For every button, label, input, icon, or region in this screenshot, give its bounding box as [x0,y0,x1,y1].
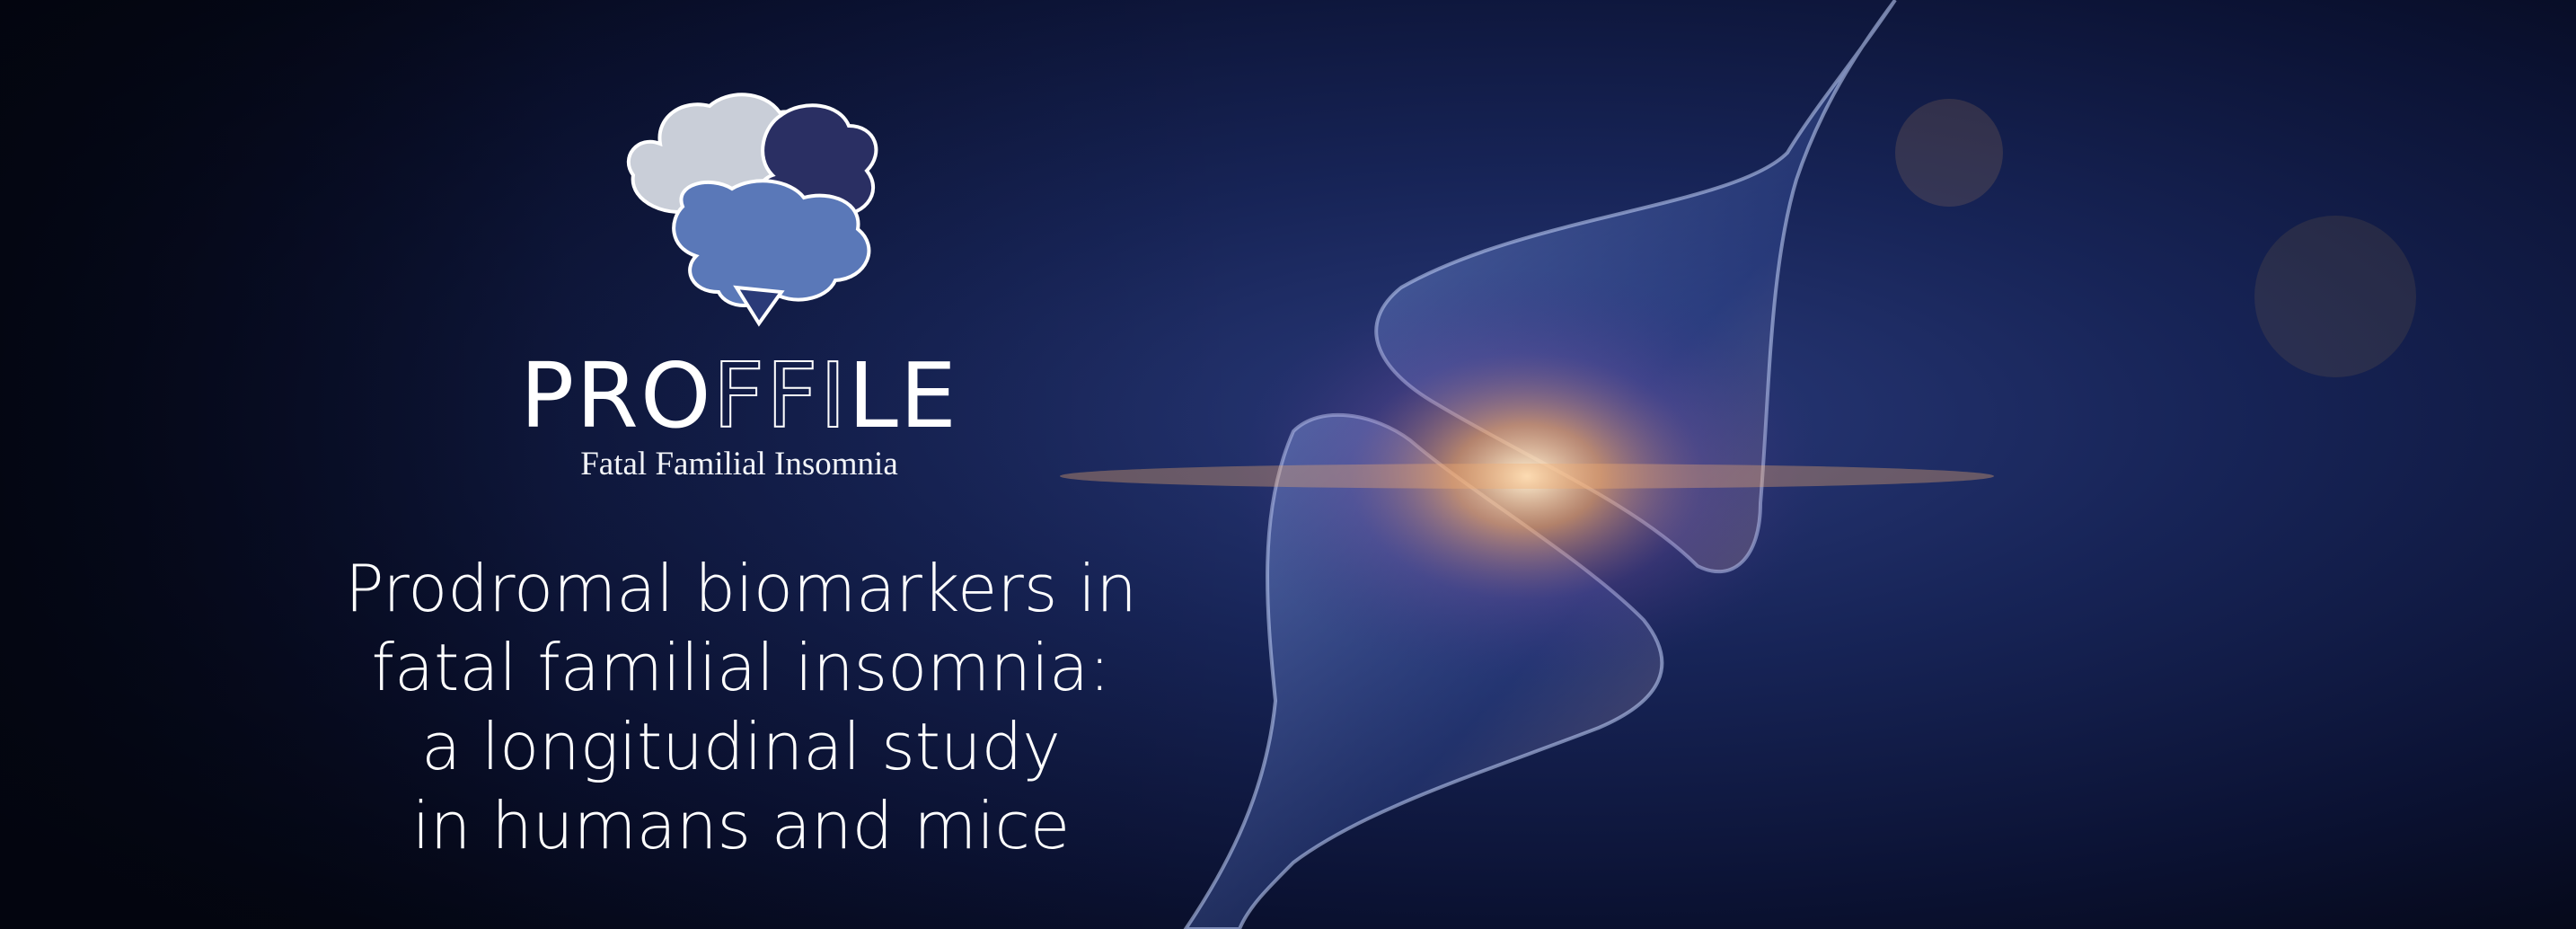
wordmark: PROFFILE [520,343,958,448]
headline-line: fatal familial insomnia: [372,630,1111,705]
bokeh [1895,99,2003,207]
tagline: Fatal Familial Insomnia [580,446,898,482]
wordmark-part: FFI [713,343,849,448]
wordmark-part: LE [848,343,958,448]
headline-line: in humans and mice [412,788,1070,863]
flare [1060,464,1994,489]
headline-line: a longitudinal study [421,709,1061,784]
headline-line: Prodromal biomarkers in [345,551,1137,626]
glow [1231,270,1823,683]
brain-logo [626,93,878,327]
bokeh [2254,216,2416,377]
wordmark-part: PRO [520,343,713,448]
